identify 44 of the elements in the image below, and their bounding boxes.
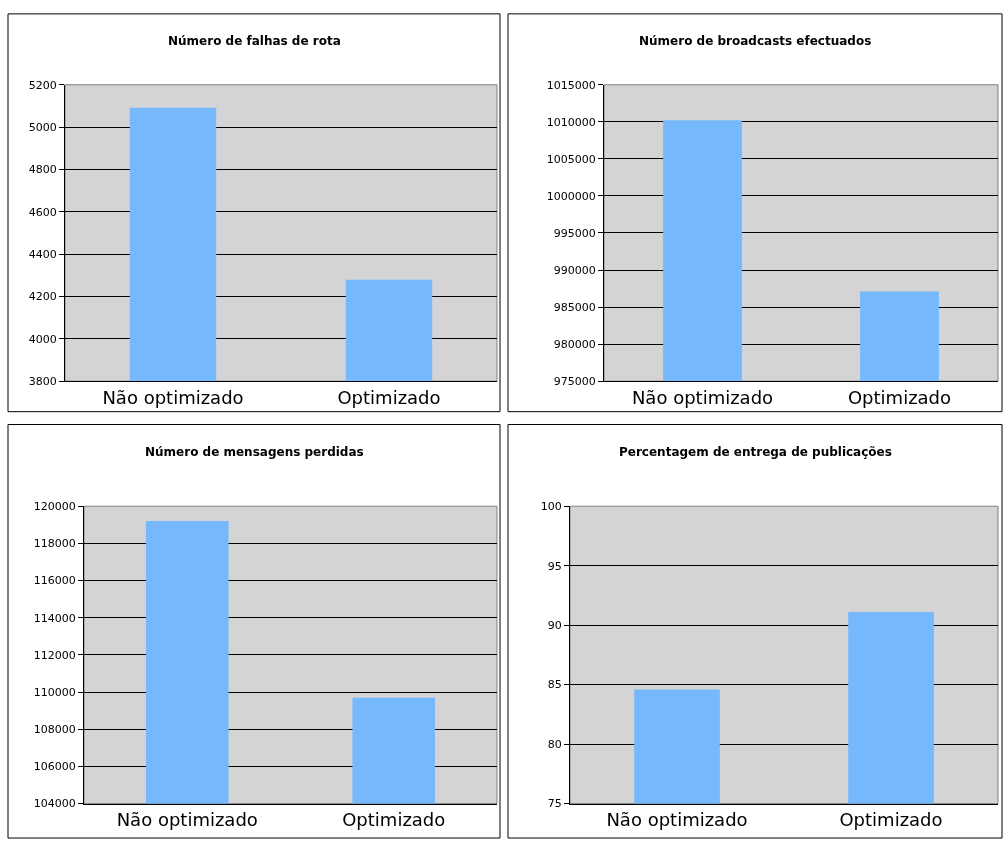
y-tick-label: 95 (547, 559, 562, 573)
x-tick-label: Não optimizado (606, 809, 748, 831)
y-tick-label: 980000 (553, 337, 596, 351)
y-tick-label: 110000 (33, 685, 76, 699)
y-tick-label: 985000 (553, 300, 596, 314)
x-tick-label: Optimizado (839, 809, 943, 831)
y-tick-label: 85 (547, 678, 562, 692)
x-tick-label: Não optimizado (116, 809, 258, 831)
y-tick-label: 114000 (33, 611, 76, 625)
y-tick-label: 1000000 (546, 189, 596, 203)
y-tick-label: 100 (540, 500, 562, 514)
y-tick-label: 4000 (28, 332, 57, 346)
y-tick-label: 112000 (33, 648, 76, 662)
y-tick-label: 5000 (28, 120, 57, 134)
y-tick-label: 118000 (33, 537, 76, 551)
y-tick-label: 90 (547, 619, 562, 633)
y-tick-label: 3800 (28, 375, 57, 389)
y-tick-label: 4600 (28, 205, 57, 219)
chart-title: Número de broadcasts efectuados (639, 34, 872, 48)
x-tick-label: Não optimizado (631, 386, 774, 408)
chart-title: Número de mensagens perdidas (145, 445, 364, 459)
y-tick-label: 4400 (28, 247, 57, 261)
y-tick-label: 104000 (33, 797, 76, 811)
x-tick-label: Optimizado (342, 809, 446, 831)
y-tick-label: 1005000 (546, 152, 596, 166)
x-tick-label: Optimizado (337, 386, 441, 408)
y-tick-label: 75 (547, 797, 562, 811)
y-tick-label: 80 (547, 737, 562, 751)
chart-title: Percentagem de entrega de publicações (619, 445, 892, 459)
y-tick-label: 106000 (33, 760, 76, 774)
y-tick-label: 4800 (28, 163, 57, 177)
y-tick-label: 995000 (553, 226, 596, 240)
y-tick-label: 1010000 (546, 115, 596, 129)
y-tick-label: 1015000 (546, 78, 596, 92)
y-tick-label: 120000 (33, 500, 76, 514)
y-tick-label: 4200 (28, 290, 57, 304)
y-tick-label: 990000 (553, 263, 596, 277)
x-tick-label: Não optimizado (102, 386, 244, 408)
y-tick-label: 975000 (553, 375, 596, 389)
chart-title: Número de falhas de rota (168, 34, 341, 48)
x-tick-label: Optimizado (847, 386, 952, 408)
y-tick-label: 108000 (33, 723, 76, 737)
y-tick-label: 116000 (33, 574, 76, 588)
y-tick-label: 5200 (28, 78, 57, 92)
